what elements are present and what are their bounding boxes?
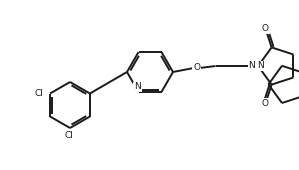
Text: Cl: Cl (65, 132, 74, 140)
Text: O: O (193, 63, 200, 72)
Text: Cl: Cl (34, 89, 43, 98)
Text: N: N (248, 62, 255, 71)
Text: N: N (257, 62, 263, 71)
Text: O: O (262, 99, 269, 108)
Text: O: O (262, 24, 269, 33)
Text: N: N (134, 82, 141, 91)
